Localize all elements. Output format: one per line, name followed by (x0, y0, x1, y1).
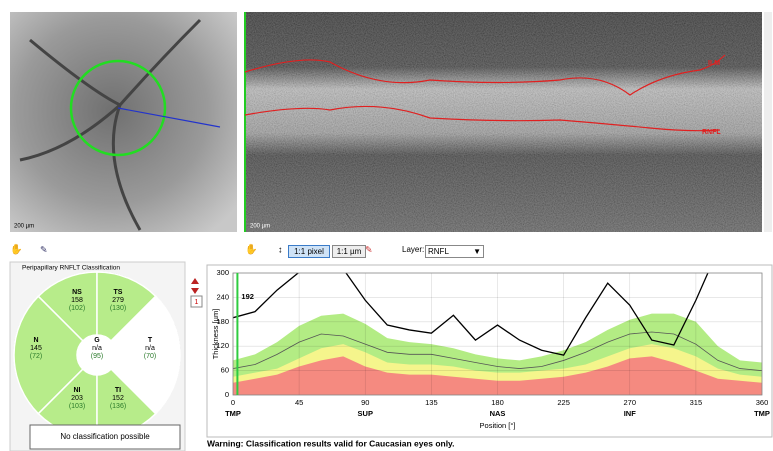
result-box (29, 424, 181, 450)
layer-value: RNFL (428, 247, 449, 256)
x-tick-label: 270 (623, 398, 636, 407)
region-label: TMP (225, 409, 241, 418)
region-label: INF (624, 409, 637, 418)
y-tick-label: 240 (216, 292, 229, 301)
y-tick-label: 180 (216, 317, 229, 326)
line (233, 273, 709, 356)
x-tick-label: 360 (756, 398, 769, 407)
dropdown-arrow[interactable]: ▼ (473, 247, 481, 256)
rnfl-label: RNFL (702, 129, 721, 136)
hand-icon[interactable]: ✋ (10, 243, 22, 256)
ilm-line (244, 54, 726, 96)
sector-value: 152 (112, 395, 124, 402)
sector-value: 203 (71, 395, 83, 402)
sector-value: 158 (71, 297, 83, 304)
sector-name: TS (114, 289, 123, 296)
scan-circle (69, 59, 167, 157)
region-label: NAS (490, 409, 506, 418)
panel-title: Peripapillary RNFLT Classification (22, 265, 120, 272)
sector-normal: (70) (144, 353, 156, 360)
marker-value: 192 (241, 292, 254, 301)
sector-name: NS (72, 289, 82, 296)
page-button[interactable] (190, 295, 203, 308)
warning: Warning: Classification results valid fo… (207, 438, 455, 448)
vessel (19, 18, 202, 231)
tool-icon[interactable]: ✎ (365, 244, 373, 254)
x-tick-label: 225 (557, 398, 570, 407)
plot: 0 60 120 180 240 300 0 45 90 135 180 225 270 315 360 TM… (211, 268, 770, 430)
sector-normal: (102) (69, 305, 85, 312)
x-tick-label: 45 (295, 398, 303, 407)
sector-value: 279 (112, 297, 124, 304)
y-tick-label: 300 (216, 268, 229, 277)
region-label: SUP (358, 409, 373, 418)
y-tick-label: 120 (216, 341, 229, 350)
zoom-pixel-button[interactable]: 1:1 pixel (288, 245, 330, 258)
bscan-noise (245, 12, 762, 232)
x-tick-label: 135 (425, 398, 438, 407)
y-axis-label: Thickness [µm] (211, 309, 220, 360)
sector-name: T (148, 337, 153, 344)
area (233, 356, 762, 395)
page-button-label[interactable]: 1 (195, 299, 199, 306)
arrow-buttons[interactable] (191, 278, 199, 294)
result-text: No classification possible (60, 432, 150, 441)
sector-chart: NS158(102)TS279(130)N145(72)Gn/a(95)Tn/a… (13, 271, 181, 439)
x-tick-label: 90 (361, 398, 369, 407)
zoom-icon[interactable]: ↕ (278, 244, 283, 254)
x-tick-label: 315 (690, 398, 703, 407)
sector-value: n/a (145, 345, 155, 352)
x-tick-label: 180 (491, 398, 504, 407)
sector-name: NI (74, 387, 81, 394)
x-tick-label: 0 (231, 398, 235, 407)
sector-normal: (130) (110, 305, 126, 312)
y-tick-label: 60 (221, 366, 229, 375)
sector-normal: (136) (110, 403, 126, 410)
sector (110, 295, 181, 415)
scan-line (117, 107, 221, 128)
region-label: TMP (754, 409, 770, 418)
line (233, 331, 762, 371)
sector-name: TI (115, 387, 121, 394)
sector-value: 145 (30, 345, 42, 352)
layer-select[interactable]: RNFL ▼ (425, 245, 484, 258)
sector-name: G (94, 337, 100, 344)
rnfl-line (244, 105, 721, 132)
sector-normal: (103) (69, 403, 85, 410)
sector-normal: (72) (30, 353, 42, 360)
sector-value: n/a (92, 345, 102, 352)
tool-icon[interactable]: ✎ (40, 244, 48, 254)
sector-normal: (95) (91, 353, 103, 360)
sector-name: N (33, 337, 38, 344)
layer-label: Layer: (402, 245, 424, 254)
x-axis-label: Position [°] (480, 421, 516, 430)
hand-icon[interactable]: ✋ (245, 243, 257, 256)
scale-label: 200 µm (14, 224, 34, 230)
scrollbar[interactable] (764, 12, 772, 232)
plot-border (232, 272, 763, 396)
zoom-um-button[interactable]: 1:1 µm (332, 245, 366, 258)
plot-data (233, 273, 762, 395)
ilm-label: ILM (708, 60, 720, 67)
y-tick-label: 0 (225, 390, 229, 399)
scale-label: 200 µm (250, 224, 270, 230)
